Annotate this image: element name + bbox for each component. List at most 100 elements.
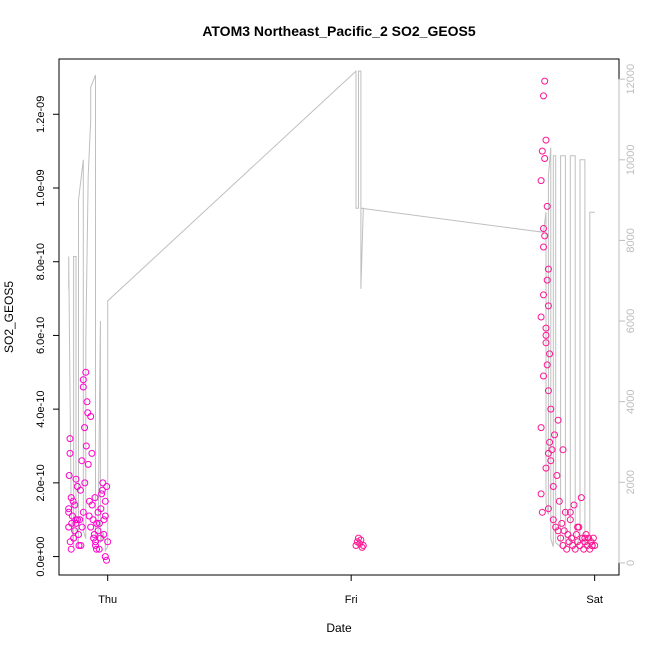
data-point xyxy=(571,545,579,553)
data-point xyxy=(103,483,111,490)
x-tick-label: Thu xyxy=(98,594,117,606)
data-point xyxy=(552,523,560,531)
data-point xyxy=(541,77,549,85)
data-point xyxy=(91,494,99,502)
data-point xyxy=(555,497,563,505)
data-point xyxy=(549,516,557,524)
data-point xyxy=(97,505,105,513)
data-point xyxy=(85,512,93,520)
data-point xyxy=(101,512,109,520)
data-point xyxy=(358,543,366,551)
data-point xyxy=(537,424,545,432)
data-point xyxy=(72,475,80,483)
data-point xyxy=(66,449,74,457)
data-point xyxy=(581,534,589,542)
data-point xyxy=(92,538,99,546)
data-point xyxy=(352,542,360,549)
data-point xyxy=(544,505,552,513)
x-axis: Thu Fri Sat xyxy=(98,574,603,606)
data-point xyxy=(586,545,594,553)
data-point xyxy=(574,538,582,546)
data-point xyxy=(542,464,550,472)
data-point xyxy=(549,483,557,490)
data-point xyxy=(558,519,566,527)
data-point xyxy=(67,494,75,502)
y-tick-label: 1.2e-09 xyxy=(35,96,47,133)
y2-tick-label: 8000 xyxy=(625,228,637,252)
data-point xyxy=(537,313,545,321)
data-point xyxy=(568,534,575,542)
data-point xyxy=(81,479,89,487)
data-point xyxy=(541,232,549,240)
data-point xyxy=(76,486,84,494)
data-point xyxy=(540,243,547,251)
data-point xyxy=(540,372,547,380)
data-point xyxy=(78,523,86,531)
data-point xyxy=(564,531,572,538)
data-point xyxy=(77,542,85,549)
x-tick-label: Fri xyxy=(345,594,358,606)
data-point xyxy=(544,387,552,395)
data-point xyxy=(561,508,569,516)
data-point xyxy=(90,534,98,542)
data-point xyxy=(356,540,364,548)
y2-axis: 0 2000 4000 6000 8000 10000 12000 xyxy=(618,64,637,566)
data-point xyxy=(537,490,545,498)
data-point xyxy=(580,545,588,553)
y-axis-label: SO2_GEOS5 xyxy=(2,281,16,353)
data-point xyxy=(69,497,77,505)
data-point xyxy=(94,527,102,535)
data-point xyxy=(547,457,555,465)
data-point xyxy=(95,519,103,527)
data-point xyxy=(570,501,578,509)
data-point xyxy=(554,527,562,535)
data-point xyxy=(75,542,83,549)
data-point xyxy=(75,531,82,538)
data-point xyxy=(572,531,580,538)
data-point xyxy=(548,446,556,454)
data-point xyxy=(99,479,107,487)
data-point xyxy=(359,542,367,549)
y2-tick-label: 6000 xyxy=(625,309,637,333)
data-point xyxy=(538,147,546,155)
data-point xyxy=(101,553,109,561)
data-point xyxy=(79,383,87,391)
data-point xyxy=(92,542,99,549)
altitude-line-layer xyxy=(68,69,595,553)
data-point xyxy=(591,542,599,549)
data-point xyxy=(81,424,89,432)
data-point xyxy=(84,460,92,468)
data-point xyxy=(542,136,550,144)
data-point xyxy=(89,516,97,524)
data-point xyxy=(538,508,546,516)
y-tick-label: 0.0e+00 xyxy=(35,537,47,577)
data-point xyxy=(542,339,550,347)
data-point xyxy=(547,405,555,413)
data-point xyxy=(72,516,80,524)
data-point xyxy=(566,516,574,524)
data-point xyxy=(100,531,108,538)
plot-frame xyxy=(58,58,620,576)
data-point xyxy=(563,545,571,553)
y2-tick-label: 0 xyxy=(625,560,637,566)
x-axis-label: Date xyxy=(326,621,352,635)
points-layer xyxy=(65,77,599,564)
data-point xyxy=(68,519,76,527)
y-tick-label: 4.0e-10 xyxy=(35,390,47,427)
chart-title: ATOM3 Northeast_Pacific_2 SO2_GEOS5 xyxy=(202,23,476,39)
data-point xyxy=(577,494,585,502)
y2-tick-label: 4000 xyxy=(625,389,637,413)
data-point xyxy=(65,505,73,513)
data-point xyxy=(66,435,74,443)
y-axis: 0.0e+00 2.0e-10 4.0e-10 6.0e-10 8.0e-10 1.0e-… xyxy=(35,96,60,577)
data-point xyxy=(587,538,595,546)
data-point xyxy=(559,446,567,454)
data-point xyxy=(546,438,554,446)
data-point xyxy=(537,177,545,185)
data-point xyxy=(557,534,565,542)
data-point xyxy=(540,92,547,100)
data-point xyxy=(546,350,554,358)
data-point xyxy=(544,449,552,457)
data-point xyxy=(88,449,96,457)
